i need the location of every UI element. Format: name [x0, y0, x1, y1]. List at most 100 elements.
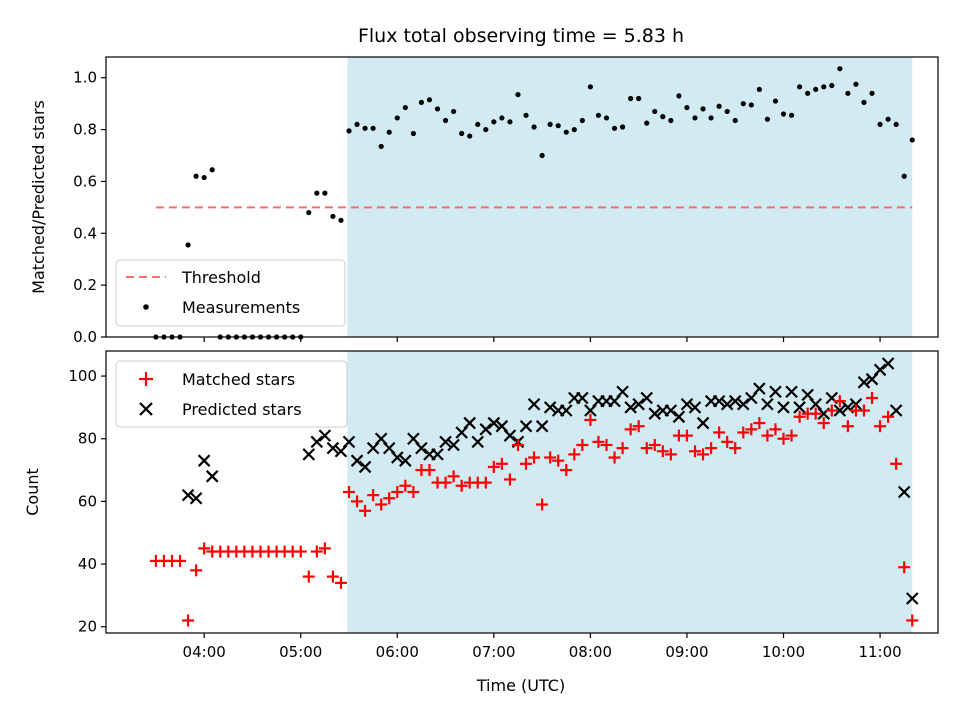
- matched-point: [688, 445, 701, 458]
- matched-point: [479, 476, 492, 489]
- predicted-point: [503, 429, 517, 442]
- measurement-point: [322, 190, 328, 196]
- measurement-point: [386, 129, 392, 135]
- measurement-point: [700, 106, 706, 112]
- matched-point: [680, 429, 693, 442]
- top-panel: 0.0 0.2 0.4 0.6 0.8 1.0 Matched/Predicted sta…: [29, 56, 939, 346]
- measurement-point: [885, 116, 891, 122]
- matched-point: [351, 495, 364, 508]
- measurement-point: [587, 84, 593, 90]
- predicted-point: [793, 401, 806, 414]
- top-axes-frame: [105, 56, 939, 338]
- predicted-point: [712, 394, 726, 408]
- matched-point: [769, 423, 782, 436]
- matched-point: [906, 614, 919, 627]
- matched-point: [898, 561, 911, 574]
- measurement-point: [547, 121, 553, 128]
- predicted-point: [873, 363, 887, 377]
- matched-point: [632, 420, 645, 433]
- matched-stars-points: [149, 392, 919, 627]
- measurement-point: [555, 123, 561, 129]
- matched-point: [536, 498, 549, 511]
- matched-point: [503, 473, 516, 486]
- bottom-axes-frame: [105, 350, 939, 634]
- predicted-point: [463, 416, 476, 430]
- matched-point: [753, 417, 766, 430]
- legend-measurements-swatch: [143, 304, 149, 310]
- measurement-point: [603, 115, 610, 121]
- y-tick-label: 0.4: [73, 224, 97, 242]
- matched-point: [664, 448, 677, 461]
- measurement-points: [153, 66, 915, 340]
- predicted-stars-points: [181, 357, 919, 605]
- matched-point: [600, 439, 613, 451]
- y-tick-label: 80: [78, 430, 97, 448]
- bottom-x-ticks: 04:00 05:00 06:00 07:00 08:00 09:00 10:00 11:00: [183, 633, 902, 661]
- matched-point: [359, 504, 372, 517]
- measurement-point: [893, 121, 899, 128]
- matched-point: [439, 476, 452, 489]
- predicted-point: [664, 404, 678, 417]
- y-tick-label: 0.6: [73, 172, 97, 190]
- y-tick-label: 0.2: [73, 276, 97, 294]
- matched-point: [713, 426, 726, 439]
- measurement-point: [869, 90, 875, 96]
- predicted-point: [342, 435, 356, 449]
- measurement-point: [611, 125, 618, 131]
- x-tick-label: 10:00: [762, 643, 805, 661]
- matched-point: [745, 423, 758, 436]
- matched-point: [576, 439, 589, 451]
- y-tick-label: 60: [78, 492, 97, 510]
- measurement-point: [354, 121, 360, 128]
- matched-point: [552, 454, 565, 467]
- matched-point: [584, 413, 597, 426]
- predicted-point: [415, 441, 428, 455]
- matched-point: [874, 420, 887, 433]
- matched-point: [793, 410, 806, 423]
- measurement-point: [209, 167, 215, 173]
- predicted-point: [672, 410, 686, 424]
- measurement-point: [579, 117, 585, 124]
- predicted-point: [688, 401, 702, 414]
- matched-point: [648, 439, 661, 451]
- legend-predicted-swatch: [139, 402, 153, 416]
- measurement-point: [853, 81, 859, 87]
- predicted-point: [576, 391, 589, 405]
- measurement-point: [491, 119, 497, 125]
- measurement-point: [394, 115, 400, 121]
- predicted-point: [785, 385, 798, 399]
- measurement-point: [201, 174, 207, 181]
- predicted-point: [849, 397, 863, 411]
- measurement-point: [668, 117, 674, 124]
- measurement-point: [499, 115, 505, 121]
- matched-point: [310, 545, 323, 558]
- matched-point: [833, 395, 846, 408]
- x-tick-label: 11:00: [858, 643, 901, 661]
- measurement-point: [901, 173, 907, 179]
- matched-point: [520, 457, 533, 470]
- y-tick-label: 20: [78, 618, 97, 636]
- matched-point: [407, 486, 420, 498]
- measurement-point: [475, 121, 481, 128]
- measurement-point: [426, 97, 433, 103]
- matched-point: [697, 448, 710, 461]
- measurement-point: [732, 117, 738, 124]
- measurement-point: [692, 115, 698, 121]
- matched-point: [367, 489, 380, 502]
- x-tick-label: 05:00: [279, 643, 322, 661]
- matched-point: [890, 457, 903, 470]
- measurement-point: [185, 242, 191, 248]
- measurement-point: [797, 84, 803, 90]
- predicted-point: [640, 391, 653, 405]
- matched-point: [761, 429, 774, 442]
- measurement-point: [644, 120, 650, 126]
- measurement-point: [563, 129, 569, 135]
- measurement-point: [507, 119, 513, 125]
- measurement-point: [434, 106, 441, 112]
- matched-point: [334, 576, 347, 589]
- measurement-point: [861, 99, 867, 105]
- matched-point: [294, 545, 307, 558]
- matched-point: [495, 457, 508, 470]
- matched-point: [455, 479, 468, 492]
